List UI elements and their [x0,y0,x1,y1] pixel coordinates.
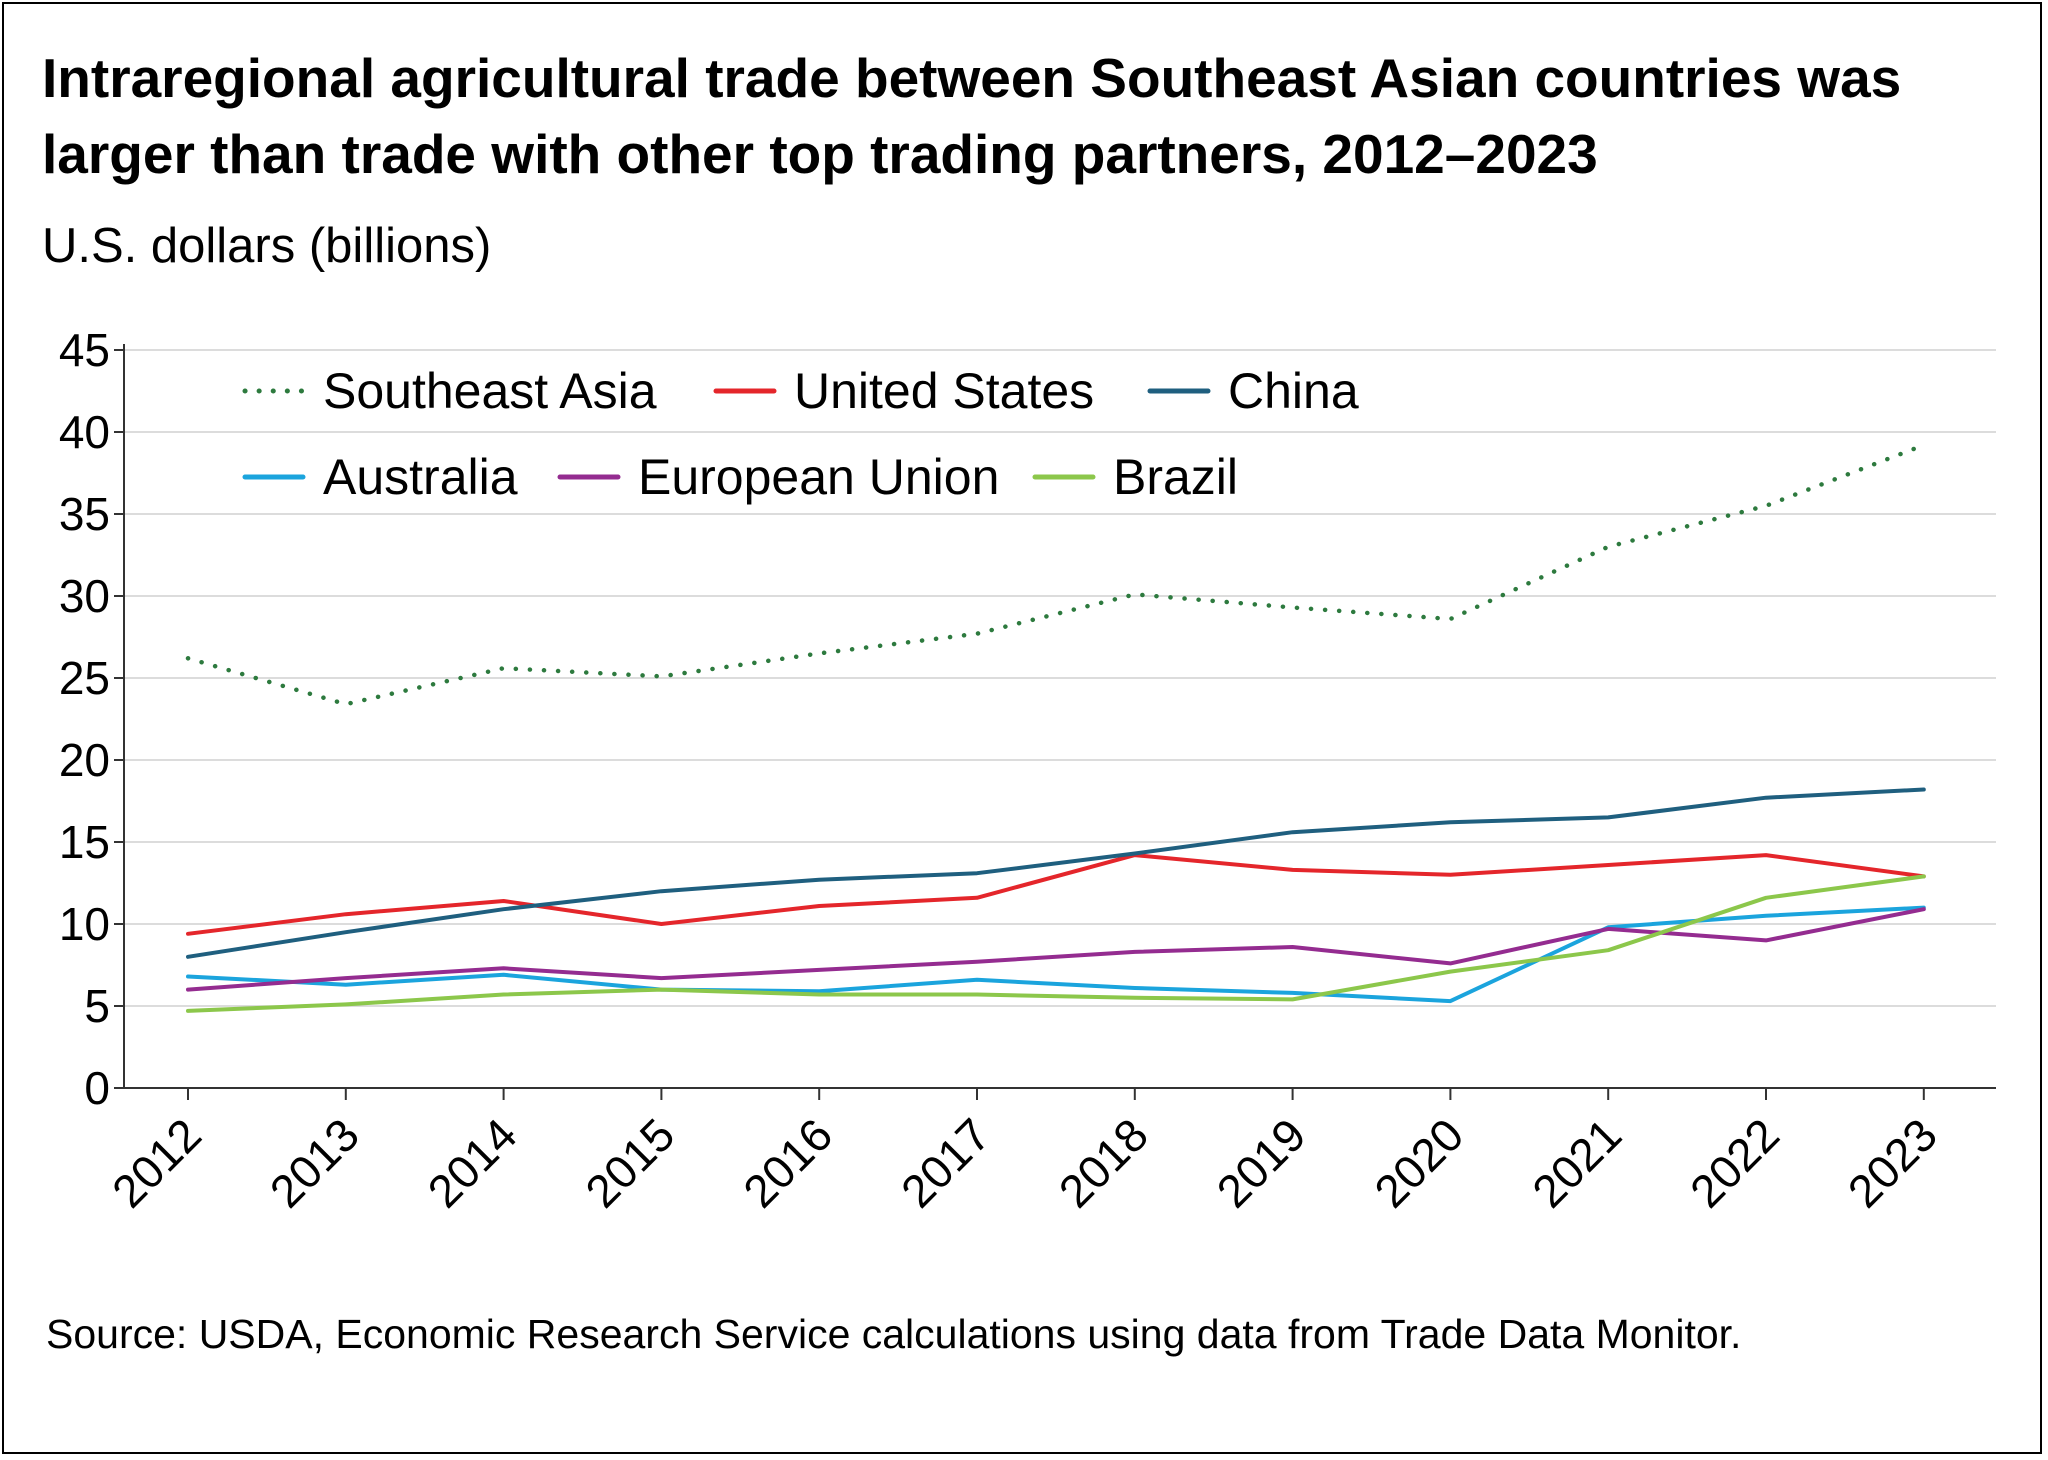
legend-label-china: China [1228,363,1359,419]
x-tick-labels: 2012 2013 2014 2015 2016 2017 2018 2019 2020 2021… [102,1108,1947,1217]
y-tick-label: 45 [59,324,110,376]
legend-label-united-states: United States [794,363,1094,419]
chart-title: Intraregional agricultural trade between… [42,47,1902,185]
legend-label-european-union: European Union [638,449,999,505]
gridlines [124,349,1996,1007]
series-line-australia [186,905,1926,1004]
source-note: Source: USDA, Economic Research Service … [46,1311,1742,1357]
legend-label-brazil: Brazil [1113,449,1238,505]
y-tick-labels: 0 5 10 15 20 25 30 35 40 45 [59,324,110,1114]
x-tick-label: 2023 [1838,1108,1947,1217]
y-tick-label: 5 [84,980,110,1032]
y-unit-label: U.S. dollars (billions) [42,219,492,273]
y-tick-label: 25 [59,652,110,704]
series-line-southeast-asia [185,442,1927,707]
y-tick-label: 35 [59,488,110,540]
x-tick-label: 2018 [1049,1108,1158,1217]
x-tick-label: 2017 [891,1108,1000,1217]
legend-label-australia: Australia [323,449,518,505]
x-tick-label: 2019 [1207,1108,1316,1217]
x-tick-label: 2012 [102,1108,211,1217]
y-tick-label: 0 [84,1062,110,1114]
series-line-european-union [186,907,1926,992]
y-tick-label: 30 [59,570,110,622]
axes [114,344,1996,1100]
y-tick-label: 15 [59,816,110,868]
x-tick-label: 2015 [575,1108,684,1217]
series-line-united-states [186,853,1926,936]
series-line-brazil [186,874,1926,1013]
x-tick-label: 2020 [1364,1108,1473,1217]
y-tick-label: 20 [59,734,110,786]
x-tick-label: 2022 [1680,1108,1789,1217]
x-tick-label: 2013 [260,1108,369,1217]
series-line-china [186,787,1926,959]
x-tick-label: 2016 [733,1108,842,1217]
y-tick-label: 10 [59,898,110,950]
x-tick-label: 2014 [418,1108,527,1217]
legend-label-southeast-asia: Southeast Asia [323,363,657,419]
x-tick-label: 2021 [1522,1108,1631,1217]
legend: Southeast Asia United States China Australi… [242,363,1359,505]
y-tick-label: 40 [59,406,110,458]
series-lines [185,442,1927,1013]
